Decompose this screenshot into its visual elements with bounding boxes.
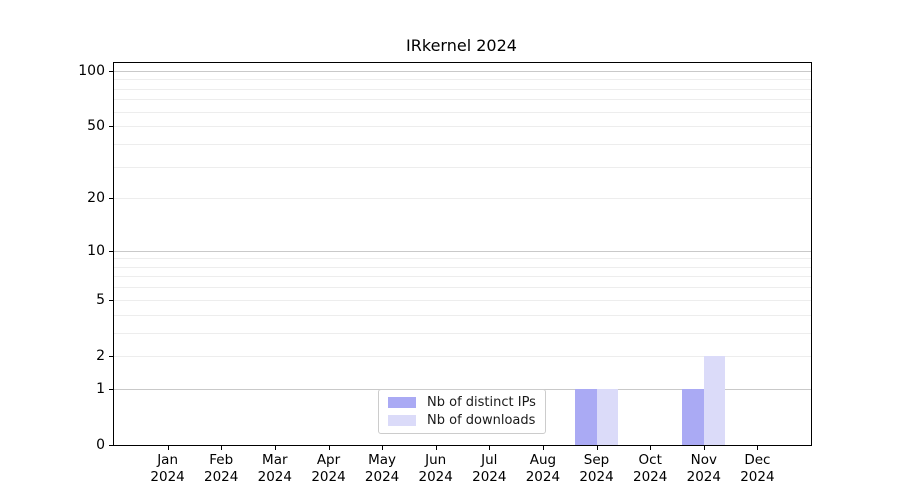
gridline-minor-y50	[114, 126, 811, 128]
x-axis-tick-label-apr: Apr 2024	[311, 452, 346, 485]
legend-item-downloads: Nb of downloads	[388, 413, 536, 428]
legend-item-distinct-ips: Nb of distinct IPs	[388, 395, 536, 410]
x-axis-tick-5	[382, 446, 384, 450]
x-axis-tick-3	[274, 446, 276, 450]
y-axis-tick-1	[109, 388, 113, 390]
x-axis-tick-label-oct: Oct 2024	[633, 452, 668, 485]
x-axis-tick-label-nov: Nov 2024	[686, 452, 721, 485]
x-axis-tick-12	[757, 446, 759, 450]
x-axis-tick-label-feb: Feb 2024	[204, 452, 239, 485]
gridline-minor-y40	[114, 143, 811, 145]
y-axis-tick-20	[109, 198, 113, 200]
x-axis-tick-label-aug: Aug 2024	[525, 452, 561, 485]
x-axis-tick-label-sep: Sep 2024	[579, 452, 614, 485]
bar-nb-of-downloads-nov	[703, 355, 726, 445]
y-axis-tick-2	[109, 355, 113, 357]
plot-area: Nb of distinct IPs Nb of downloads 0 1 2 5 1…	[78, 62, 812, 485]
legend-label-downloads: Nb of downloads	[427, 413, 536, 428]
x-axis-tick-9	[596, 446, 598, 450]
x-axis-tick-1	[167, 446, 169, 450]
gridline-minor-y7	[114, 276, 811, 278]
gridline-major-y100	[114, 70, 811, 72]
y-axis-tick-100	[109, 70, 113, 72]
x-axis-tick-7	[489, 446, 491, 450]
x-axis-tick-label-jun: Jun 2024	[418, 452, 453, 485]
chart-title: IRkernel 2024	[406, 36, 517, 55]
gridline-minor-y3	[114, 332, 811, 334]
x-axis-tick-label-dec: Dec 2024	[740, 452, 775, 485]
gridline-minor-y8	[114, 266, 811, 268]
gridline-minor-y2	[114, 355, 811, 357]
y-axis-tick-label-50: 50	[87, 118, 105, 135]
y-axis-tick-label-5: 5	[96, 291, 105, 308]
bar-nb-of-distinct-ips-sep	[575, 388, 597, 445]
legend-label-distinct-ips: Nb of distinct IPs	[427, 395, 536, 410]
x-axis-tick-10	[650, 446, 652, 450]
legend-swatch-distinct-ips-icon	[388, 397, 416, 408]
y-axis-tick-label-100: 100	[78, 62, 105, 79]
x-axis-tick-2	[221, 446, 223, 450]
y-axis-tick-label-1: 1	[96, 380, 105, 397]
y-axis-tick-label-2: 2	[96, 347, 105, 364]
x-axis-tick-label-jul: Jul 2024	[472, 452, 507, 485]
y-axis-tick-0	[109, 445, 113, 446]
bar-nb-of-downloads-sep	[596, 388, 618, 445]
gridline-minor-y6	[114, 287, 811, 289]
legend-swatch-downloads-icon	[388, 415, 416, 426]
gridline-minor-y60	[114, 111, 811, 113]
y-axis-tick-10	[109, 250, 113, 252]
y-axis-tick-label-0: 0	[96, 437, 105, 453]
gridline-minor-y9	[114, 258, 811, 260]
x-axis-tick-4	[328, 446, 330, 450]
gridline-minor-y4	[114, 314, 811, 316]
gridline-minor-y30	[114, 166, 811, 168]
x-axis-tick-label-jan: Jan 2024	[150, 452, 185, 485]
chart-legend: Nb of distinct IPs Nb of downloads	[378, 389, 546, 434]
gridline-minor-y80	[114, 88, 811, 90]
y-axis-tick-50	[109, 126, 113, 128]
x-axis-tick-label-may: May 2024	[364, 452, 400, 485]
x-axis-tick-8	[542, 446, 544, 450]
gridline-minor-y70	[114, 99, 811, 101]
y-axis-tick-label-20: 20	[87, 190, 105, 207]
x-axis-tick-label-mar: Mar 2024	[257, 452, 292, 485]
y-axis-tick-label-10: 10	[87, 242, 105, 259]
gridline-minor-y5	[114, 299, 811, 301]
x-axis-tick-11	[703, 446, 705, 450]
x-axis-tick-6	[435, 446, 437, 450]
gridline-major-y10	[114, 250, 811, 252]
gridline-minor-y90	[114, 79, 811, 81]
y-axis-tick-5	[109, 299, 113, 301]
gridline-minor-y20	[114, 198, 811, 200]
bar-nb-of-distinct-ips-nov	[682, 388, 704, 445]
